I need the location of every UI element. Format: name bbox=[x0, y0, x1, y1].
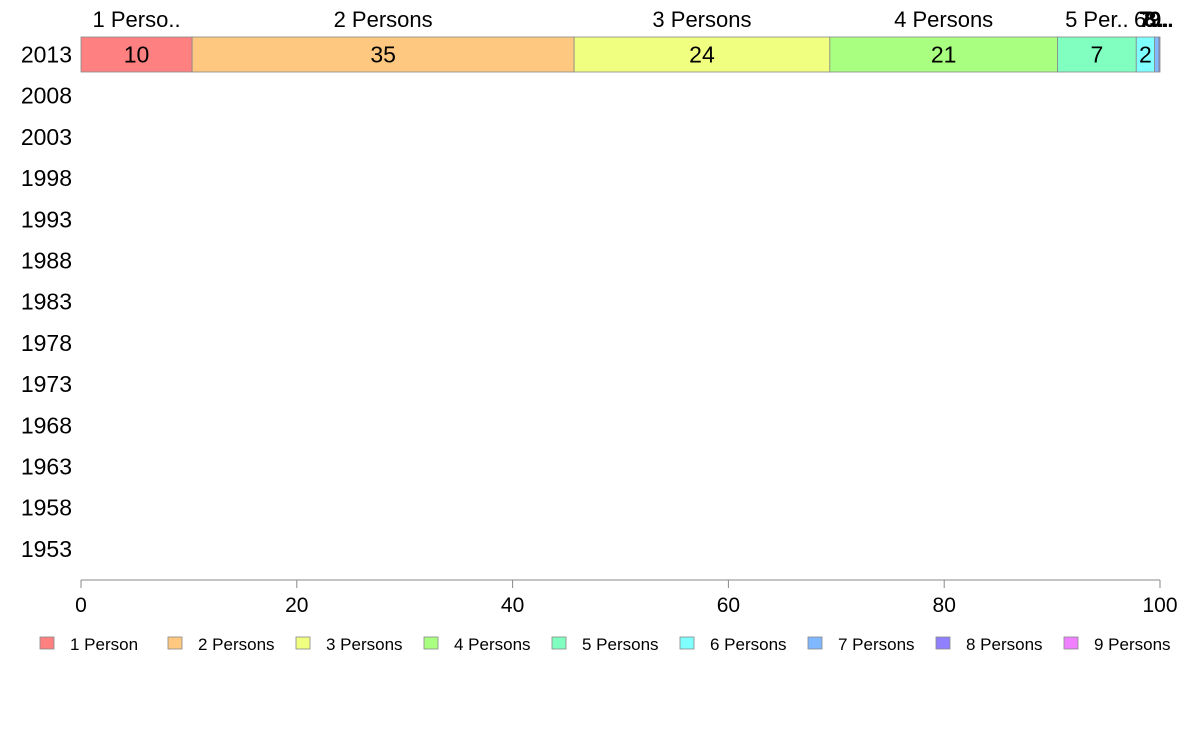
legend-swatch-4 bbox=[423, 636, 439, 650]
bar-2013-2-persons bbox=[191, 36, 575, 73]
legend-label-6: 6 Persons bbox=[710, 635, 787, 654]
legend-label-8: 8 Persons bbox=[966, 635, 1043, 654]
bar-2013-1-person bbox=[80, 36, 193, 73]
bar-2013-8-persons bbox=[1158, 36, 1161, 73]
legend-label-3: 3 Persons bbox=[326, 635, 403, 654]
legend-swatch-7 bbox=[807, 636, 823, 650]
category-label-1973: 1973 bbox=[21, 371, 72, 397]
category-label-1958: 1958 bbox=[21, 495, 72, 521]
bar-2013-7-persons bbox=[1154, 36, 1160, 73]
category-label-1988: 1988 bbox=[21, 248, 72, 274]
legend-swatch-6 bbox=[679, 636, 695, 650]
segment-header-5: 5 Per.. bbox=[1065, 7, 1129, 32]
legend-label-1: 1 Person bbox=[70, 635, 138, 654]
legend-swatch-3 bbox=[295, 636, 311, 650]
x-tick-label-20: 20 bbox=[285, 594, 308, 617]
segment-header-8: 8.. bbox=[1144, 7, 1168, 32]
legend-label-5: 5 Persons bbox=[582, 635, 659, 654]
legend-swatch-8 bbox=[935, 636, 951, 650]
category-label-1953: 1953 bbox=[21, 536, 72, 562]
category-label-1968: 1968 bbox=[21, 412, 72, 438]
segment-header-3: 3 Persons bbox=[652, 7, 751, 32]
category-label-2008: 2008 bbox=[21, 83, 72, 109]
segment-header-6: 6.. bbox=[1134, 7, 1158, 32]
category-label-2003: 2003 bbox=[21, 124, 72, 150]
segment-header-9: 9.. bbox=[1149, 7, 1173, 32]
bar-2013-4-persons bbox=[829, 36, 1058, 73]
legend-swatch-1 bbox=[39, 636, 55, 650]
data-label-2013-0: 10 bbox=[124, 42, 150, 68]
data-label-2013-5: 2 bbox=[1139, 42, 1152, 68]
x-tick-label-60: 60 bbox=[717, 594, 740, 617]
data-label-2013-1: 35 bbox=[370, 42, 396, 68]
segment-header-2: 2 Persons bbox=[334, 7, 433, 32]
category-label-1993: 1993 bbox=[21, 206, 72, 232]
legend-label-2: 2 Persons bbox=[198, 635, 275, 654]
data-label-2013-3: 21 bbox=[931, 42, 957, 68]
category-label-1983: 1983 bbox=[21, 289, 72, 315]
x-tick-label-40: 40 bbox=[501, 594, 524, 617]
segment-header-7: 7.. bbox=[1139, 7, 1163, 32]
legend-label-4: 4 Persons bbox=[454, 635, 531, 654]
data-label-2013-2: 24 bbox=[689, 42, 715, 68]
legend-swatch-9 bbox=[1063, 636, 1079, 650]
category-label-2013: 2013 bbox=[21, 42, 72, 68]
category-label-1998: 1998 bbox=[21, 165, 72, 191]
bar-2013-3-persons bbox=[573, 36, 831, 73]
legend-swatch-5 bbox=[551, 636, 567, 650]
segment-header-1: 1 Perso.. bbox=[93, 7, 181, 32]
legend-label-9: 9 Persons bbox=[1094, 635, 1171, 654]
bar-2013-5-persons bbox=[1057, 36, 1137, 73]
x-tick-label-80: 80 bbox=[933, 594, 956, 617]
x-tick-label-100: 100 bbox=[1142, 594, 1177, 617]
data-label-2013-4: 7 bbox=[1090, 42, 1103, 68]
legend-label-7: 7 Persons bbox=[838, 635, 915, 654]
category-label-1978: 1978 bbox=[21, 330, 72, 356]
segment-header-4: 4 Persons bbox=[894, 7, 993, 32]
legend-swatch-2 bbox=[167, 636, 183, 650]
category-label-1963: 1963 bbox=[21, 454, 72, 480]
x-tick-label-0: 0 bbox=[75, 594, 87, 617]
